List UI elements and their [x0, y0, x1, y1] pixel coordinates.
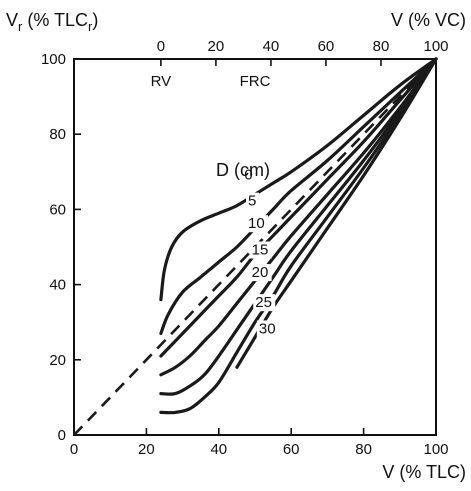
top-tick-label: 100 [423, 38, 448, 55]
top-tick-label: 40 [263, 38, 280, 55]
x-tick-label: 100 [423, 441, 448, 458]
curve-label-20: 20 [252, 264, 269, 281]
y-axis-title: Vr (% TLCr) [6, 10, 98, 34]
curve-label-bg [253, 294, 276, 312]
left-y-ticks: 0 20 40 60 80 100 [41, 51, 81, 444]
y-tick-label: 60 [49, 201, 66, 218]
top-tick-label: 80 [373, 38, 390, 55]
curve-group-label: D (cm) [216, 160, 270, 180]
curves [159, 57, 438, 415]
y-axis-title-close: ) [92, 10, 98, 30]
marker-label: RV [151, 73, 172, 90]
curve-label-10: 10 [248, 215, 265, 232]
y-tick-label: 40 [49, 277, 66, 294]
top-tick-label: 0 [157, 38, 165, 55]
curve-label-bg [249, 264, 272, 282]
marker-label: FRC [240, 73, 271, 90]
y-axis-title-main: V [6, 10, 18, 30]
marker-labels: RV FRC [151, 73, 271, 90]
top-tick-label: 60 [318, 38, 335, 55]
y-axis-title-suffix: (% TLC [22, 10, 88, 30]
y-tick-label: 0 [58, 427, 66, 444]
x-tick-label: 80 [355, 441, 372, 458]
curve-d-0 [159, 57, 438, 302]
x-tick-label: 0 [70, 441, 78, 458]
y-tick-label: 20 [49, 352, 66, 369]
top-axis-title: V (% VC) [391, 10, 466, 30]
curve-label-0: 0 [244, 166, 252, 183]
curve-label-30: 30 [259, 320, 276, 337]
bottom-x-ticks: 0 20 40 60 80 100 [70, 428, 449, 458]
x-axis-title: V (% TLC) [382, 462, 466, 482]
curve-label-bg [256, 320, 279, 338]
curve-label-15: 15 [252, 242, 269, 259]
x-tick-label: 20 [138, 441, 155, 458]
plot-frame [73, 58, 437, 436]
y-tick-label: 80 [49, 126, 66, 143]
x-tick-label: 60 [283, 441, 300, 458]
curve-label-25: 25 [255, 294, 272, 311]
curve-label-bg [246, 192, 259, 210]
top-x-ticks: 0 20 40 60 80 100 [157, 38, 449, 66]
curve-label-bg [249, 241, 272, 259]
top-tick-label: 20 [208, 38, 225, 55]
curve-label-5: 5 [248, 193, 256, 210]
y-axis-title-sub: r [18, 19, 23, 34]
curve-label-bg [242, 166, 256, 184]
y-tick-label: 100 [41, 51, 66, 68]
curve-label-bg [246, 215, 268, 233]
y-axis-title-suffix-sub: r [88, 19, 93, 34]
curve-d-25 [159, 57, 438, 415]
x-tick-label: 40 [210, 441, 227, 458]
curve-labels: 0 5 10 15 20 25 30 [242, 166, 279, 338]
